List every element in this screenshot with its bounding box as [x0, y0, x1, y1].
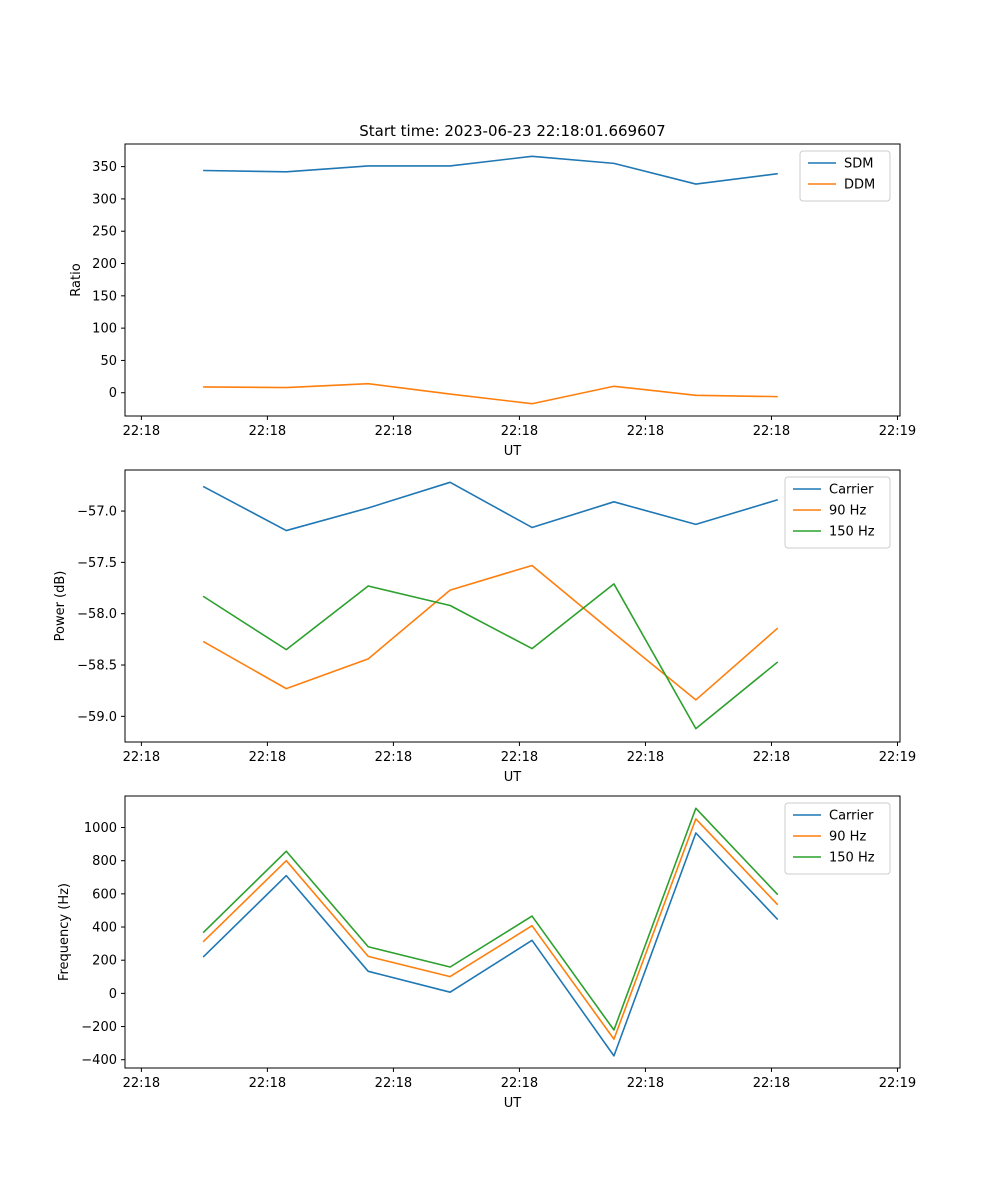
- plot-area: [124, 143, 901, 417]
- y-axis-label: Power (dB): [53, 571, 68, 642]
- y-tick-label: −58.0: [77, 607, 117, 622]
- series-line: [202, 832, 779, 1057]
- x-tick-label: 22:19: [879, 750, 916, 765]
- y-tick-label: 800: [92, 854, 117, 869]
- plot-area: [124, 795, 901, 1069]
- y-tick-label: 50: [100, 354, 117, 369]
- series-line: [202, 564, 779, 701]
- y-tick-label: 250: [92, 225, 117, 240]
- y-axis-label: Ratio: [69, 263, 84, 296]
- x-tick-label: 22:19: [879, 1076, 916, 1091]
- y-tick-label: 350: [92, 160, 117, 175]
- y-tick-label: 300: [92, 192, 117, 207]
- y-tick-label: 600: [92, 887, 117, 902]
- chart-panel: 22:18 22:18 22:18 22:18 22:18 22:18 22:19 0 50 10…: [69, 143, 916, 459]
- y-tick-label: −400: [81, 1053, 117, 1068]
- x-tick-label: 22:18: [375, 1076, 412, 1091]
- y-tick-label: 100: [92, 322, 117, 337]
- legend-label: Carrier: [829, 809, 874, 824]
- series-line: [202, 481, 778, 532]
- legend-label: SDM: [844, 157, 873, 172]
- x-tick-label: 22:18: [249, 1076, 286, 1091]
- x-tick-label: 22:19: [879, 424, 916, 439]
- chart-title: Start time: 2023-06-23 22:18:01.669607: [359, 122, 665, 140]
- x-tick-label: 22:18: [753, 424, 790, 439]
- y-tick-label: −58.5: [77, 659, 117, 674]
- y-tick-label: −200: [81, 1020, 117, 1035]
- y-tick-label: 200: [92, 954, 117, 969]
- chart-panel: 22:18 22:18 22:18 22:18 22:18 22:18 22:19 −400 −…: [57, 795, 916, 1111]
- legend: Carrier 90 Hz 150 Hz: [784, 476, 891, 549]
- x-tick-label: 22:18: [123, 1076, 160, 1091]
- legend-label: 150 Hz: [829, 525, 875, 540]
- series-line: [202, 583, 779, 730]
- y-tick-label: 0: [109, 987, 117, 1002]
- series-line: [203, 382, 778, 405]
- x-tick-label: 22:18: [753, 750, 790, 765]
- y-tick-label: 1000: [84, 821, 117, 836]
- x-tick-label: 22:18: [627, 1076, 664, 1091]
- x-tick-label: 22:18: [375, 424, 412, 439]
- legend: Carrier 90 Hz 150 Hz: [784, 802, 891, 875]
- y-tick-label: 200: [92, 257, 117, 272]
- legend-label: 150 Hz: [829, 851, 875, 866]
- x-tick-label: 22:18: [123, 750, 160, 765]
- y-tick-label: −57.0: [77, 505, 117, 520]
- plot-area: [124, 469, 901, 743]
- x-tick-label: 22:18: [627, 750, 664, 765]
- legend-label: 90 Hz: [829, 830, 866, 845]
- x-axis-label: UT: [504, 444, 522, 459]
- x-tick-label: 22:18: [753, 1076, 790, 1091]
- x-tick-label: 22:18: [627, 424, 664, 439]
- legend-label: 90 Hz: [829, 504, 866, 519]
- legend-label: DDM: [844, 178, 875, 193]
- x-tick-label: 22:18: [249, 750, 286, 765]
- x-tick-label: 22:18: [249, 424, 286, 439]
- y-axis-label: Frequency (Hz): [57, 883, 72, 981]
- legend-label: Carrier: [829, 483, 874, 498]
- y-tick-label: −59.0: [77, 710, 117, 725]
- x-tick-label: 22:18: [501, 750, 538, 765]
- y-tick-label: 150: [92, 289, 117, 304]
- y-tick-label: 400: [92, 921, 117, 936]
- y-tick-label: 0: [109, 386, 117, 401]
- x-axis-label: UT: [504, 770, 522, 785]
- series-line: [203, 155, 778, 185]
- x-tick-label: 22:18: [501, 1076, 538, 1091]
- y-tick-label: −57.5: [77, 556, 117, 571]
- series-line: [202, 807, 779, 1031]
- chart-panel: 22:18 22:18 22:18 22:18 22:18 22:18 22:19 −59.0…: [53, 469, 916, 785]
- x-tick-label: 22:18: [501, 424, 538, 439]
- x-axis-label: UT: [504, 1096, 522, 1111]
- legend: SDM DDM: [799, 150, 891, 202]
- x-tick-label: 22:18: [375, 750, 412, 765]
- series-line: [202, 818, 779, 1040]
- x-tick-label: 22:18: [123, 424, 160, 439]
